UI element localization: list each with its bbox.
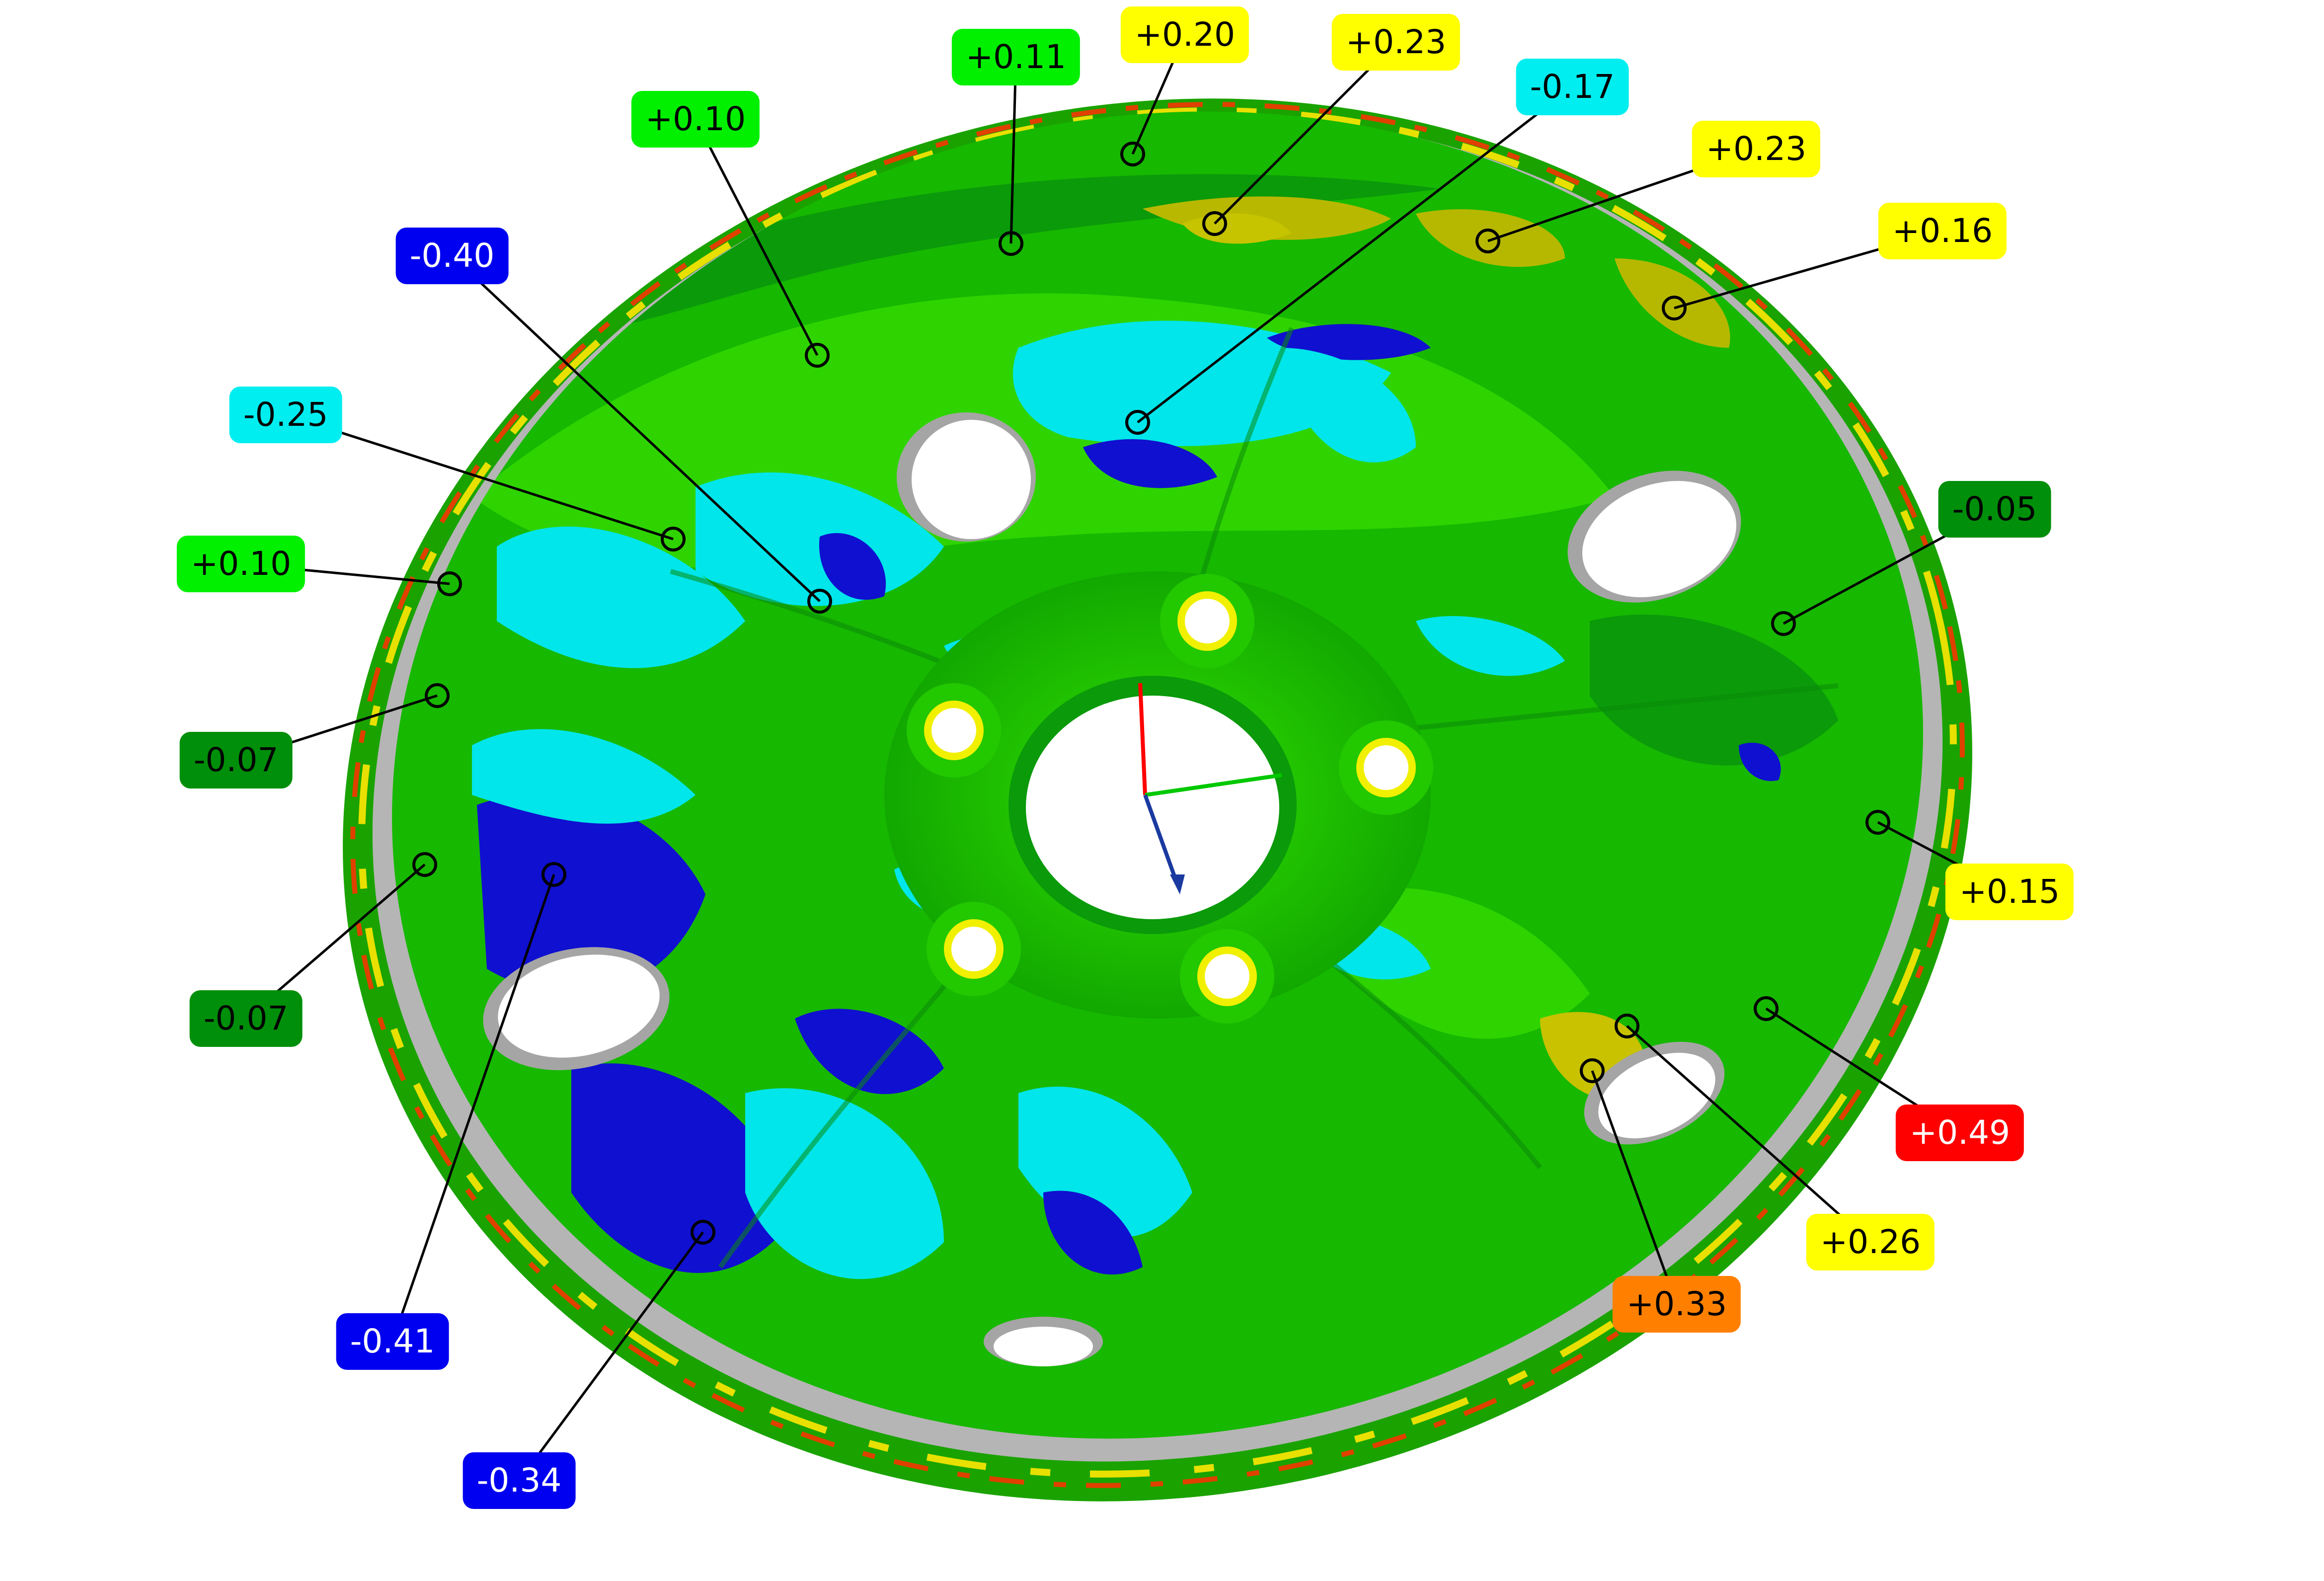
measurement-point-marker bbox=[805, 343, 830, 368]
measurement-point-marker bbox=[1615, 1014, 1639, 1038]
deviation-label: -0.25 bbox=[229, 387, 342, 443]
measurement-point-marker bbox=[807, 589, 832, 614]
leader-line bbox=[694, 118, 819, 356]
deviation-label: -0.17 bbox=[1516, 59, 1629, 115]
deviation-label: -0.41 bbox=[336, 1313, 449, 1370]
measurement-point-marker bbox=[1120, 142, 1145, 166]
deviation-label: -0.40 bbox=[395, 228, 509, 284]
deviation-label: +0.10 bbox=[176, 536, 306, 592]
deviation-label: -0.07 bbox=[179, 732, 293, 789]
leader-line bbox=[391, 874, 555, 1342]
leader-line bbox=[1137, 86, 1573, 423]
leader-line bbox=[451, 255, 821, 602]
leader-line bbox=[1591, 1070, 1678, 1305]
measurement-point-marker bbox=[999, 231, 1023, 256]
deviation-label: +0.49 bbox=[1895, 1105, 2024, 1161]
measurement-point-marker bbox=[1662, 296, 1687, 320]
deviation-label: +0.23 bbox=[1692, 121, 1821, 177]
deviation-label: +0.11 bbox=[951, 29, 1081, 85]
leader-line bbox=[1214, 41, 1397, 225]
leader-line bbox=[285, 413, 674, 541]
deviation-label: +0.26 bbox=[1806, 1214, 1935, 1270]
coordinate-axes-triad bbox=[1138, 683, 1282, 894]
deviation-label: +0.23 bbox=[1331, 14, 1461, 71]
measurement-point-marker bbox=[1475, 229, 1500, 253]
deviation-label: -0.34 bbox=[463, 1452, 576, 1509]
measurement-point-marker bbox=[1754, 996, 1779, 1021]
wheel-lightening-holes bbox=[483, 412, 1741, 1366]
deviation-label: +0.15 bbox=[1945, 864, 2074, 920]
measurement-point-marker bbox=[425, 683, 450, 708]
deviation-label: +0.20 bbox=[1120, 6, 1249, 63]
measurement-point-marker bbox=[1202, 211, 1227, 236]
measurement-point-marker bbox=[1771, 611, 1796, 636]
deviation-label: -0.05 bbox=[1938, 481, 2051, 538]
leader-line bbox=[1009, 57, 1017, 244]
measurement-point-marker bbox=[661, 527, 686, 552]
deviation-label: +0.16 bbox=[1878, 203, 2007, 259]
measurement-point-marker bbox=[1125, 410, 1150, 435]
lug-nut-holes bbox=[907, 574, 1433, 1024]
measurement-point-marker bbox=[437, 571, 462, 596]
measurement-point-marker bbox=[691, 1220, 715, 1245]
measurement-point-marker bbox=[1865, 810, 1890, 835]
leader-line bbox=[1626, 1025, 1871, 1243]
measurement-point-marker bbox=[1580, 1058, 1605, 1083]
deviation-label: +0.10 bbox=[631, 91, 760, 148]
deviation-label: +0.33 bbox=[1612, 1276, 1741, 1333]
deviation-label: -0.07 bbox=[189, 990, 303, 1047]
measurement-point-marker bbox=[412, 852, 437, 877]
measurement-point-marker bbox=[542, 862, 566, 887]
leader-line bbox=[518, 1231, 704, 1482]
